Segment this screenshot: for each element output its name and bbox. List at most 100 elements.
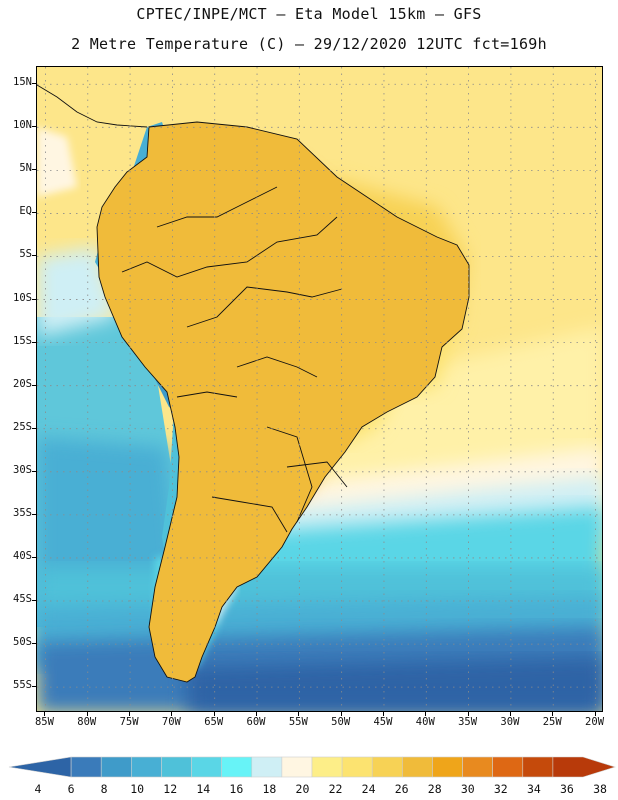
lon-tick-label: 60W (246, 716, 266, 728)
colorbar (8, 756, 617, 778)
border (236, 356, 318, 378)
coastline-central-america (37, 84, 148, 128)
lat-tick-label: 15N (13, 76, 32, 89)
border (211, 496, 288, 533)
lon-tick (44, 712, 46, 716)
lat-tick (32, 255, 36, 257)
lat-tick-label: 5N (19, 162, 32, 175)
colorbar-tick-label: 26 (394, 782, 409, 796)
lon-tick (213, 712, 215, 716)
lat-tick (32, 600, 36, 602)
colorbar-tick-label: 14 (196, 782, 211, 796)
colorbar-swatch (100, 756, 132, 778)
lon-tick (298, 712, 300, 716)
lat-tick (32, 427, 36, 429)
lat-tick (32, 513, 36, 515)
lat-tick-label: 30S (13, 463, 32, 476)
lat-tick-label: 25S (13, 420, 32, 433)
lon-tick (509, 712, 511, 716)
colorbar-swatch (191, 756, 222, 778)
lat-tick (32, 83, 36, 85)
lon-tick-label: 65W (204, 716, 224, 728)
lon-tick-label: 55W (288, 716, 308, 728)
colorbar-tick-label: 12 (163, 782, 178, 796)
lon-tick-label: 25W (542, 716, 562, 728)
temperature-map (37, 67, 602, 711)
lat-tick-label: 35S (13, 506, 32, 519)
colorbar-tick-label: 6 (67, 782, 75, 796)
lat-tick-label: 55S (13, 679, 32, 692)
colorbar-swatch (161, 756, 192, 778)
colorbar-swatch (552, 756, 617, 778)
lat-tick-label: 5S (19, 248, 32, 261)
colorbar-swatch (492, 756, 524, 778)
colorbar-tick-label: 22 (328, 782, 343, 796)
lon-tick-label: 35W (458, 716, 478, 728)
colorbar-tick-label: 16 (229, 782, 244, 796)
colorbar-tick-label: 4 (34, 782, 42, 796)
lat-tick-label: 45S (13, 593, 32, 606)
lat-tick (32, 169, 36, 171)
lon-tick-label: 30W (500, 716, 520, 728)
coastlines-and-borders (37, 84, 470, 683)
lat-tick (32, 470, 36, 472)
colorbar-swatch (221, 756, 253, 778)
lat-tick (32, 341, 36, 343)
lat-tick-label: EQ (19, 205, 32, 218)
colorbar-tick-label: 8 (100, 782, 108, 796)
lon-tick-label: 80W (77, 716, 97, 728)
colorbar-tick-label: 20 (295, 782, 310, 796)
lat-tick (32, 686, 36, 688)
colorbar-swatch (522, 756, 554, 778)
lat-tick-label: 10N (13, 119, 32, 132)
lat-tick-label: 20S (13, 377, 32, 390)
lat-tick (32, 298, 36, 300)
lon-tick (425, 712, 427, 716)
colorbar-swatch (432, 756, 463, 778)
lat-tick-label: 40S (13, 549, 32, 562)
lon-tick (382, 712, 384, 716)
map-title: CPTEC/INPE/MCT – Eta Model 15km – GFS (136, 5, 482, 23)
lat-tick (32, 556, 36, 558)
lon-tick (552, 712, 554, 716)
border (176, 391, 238, 398)
lon-tick (467, 712, 469, 716)
colorbar-tick-label: 38 (593, 782, 607, 796)
lon-tick (594, 712, 596, 716)
map-frame (36, 66, 603, 712)
border (286, 461, 348, 488)
colorbar-swatch (251, 756, 283, 778)
lon-tick-label: 85W (34, 716, 54, 728)
lat-tick-label: 50S (13, 636, 32, 649)
colorbar-swatch (311, 756, 343, 778)
lon-tick-label: 75W (119, 716, 139, 728)
lat-tick-label: 10S (13, 291, 32, 304)
colorbar-tick-label: 34 (526, 782, 541, 796)
colorbar-swatch (70, 756, 102, 778)
lat-tick (32, 126, 36, 128)
map-subtitle: 2 Metre Temperature (C) – 29/12/2020 12U… (71, 35, 547, 53)
lon-tick (171, 712, 173, 716)
lat-tick (32, 643, 36, 645)
lat-tick-label: 15S (13, 334, 32, 347)
colorbar-tick-label: 24 (361, 782, 376, 796)
colorbar-tick-label: 10 (130, 782, 145, 796)
colorbar-swatch (341, 756, 373, 778)
lon-tick-label: 40W (415, 716, 435, 728)
colorbar-tick-label: 30 (460, 782, 475, 796)
border (156, 186, 278, 228)
lat-tick (32, 384, 36, 386)
colorbar-swatch (281, 756, 313, 778)
lon-tick-label: 70W (161, 716, 181, 728)
lon-tick (129, 712, 131, 716)
lon-tick-label: 45W (373, 716, 393, 728)
border (186, 286, 343, 328)
lon-tick (340, 712, 342, 716)
colorbar-tick-label: 36 (560, 782, 574, 796)
colorbar-swatch (131, 756, 162, 778)
border (121, 216, 338, 278)
lon-tick (256, 712, 258, 716)
colorbar-tick-label: 18 (262, 782, 277, 796)
lon-tick-label: 50W (331, 716, 351, 728)
colorbar-swatch (371, 756, 403, 778)
